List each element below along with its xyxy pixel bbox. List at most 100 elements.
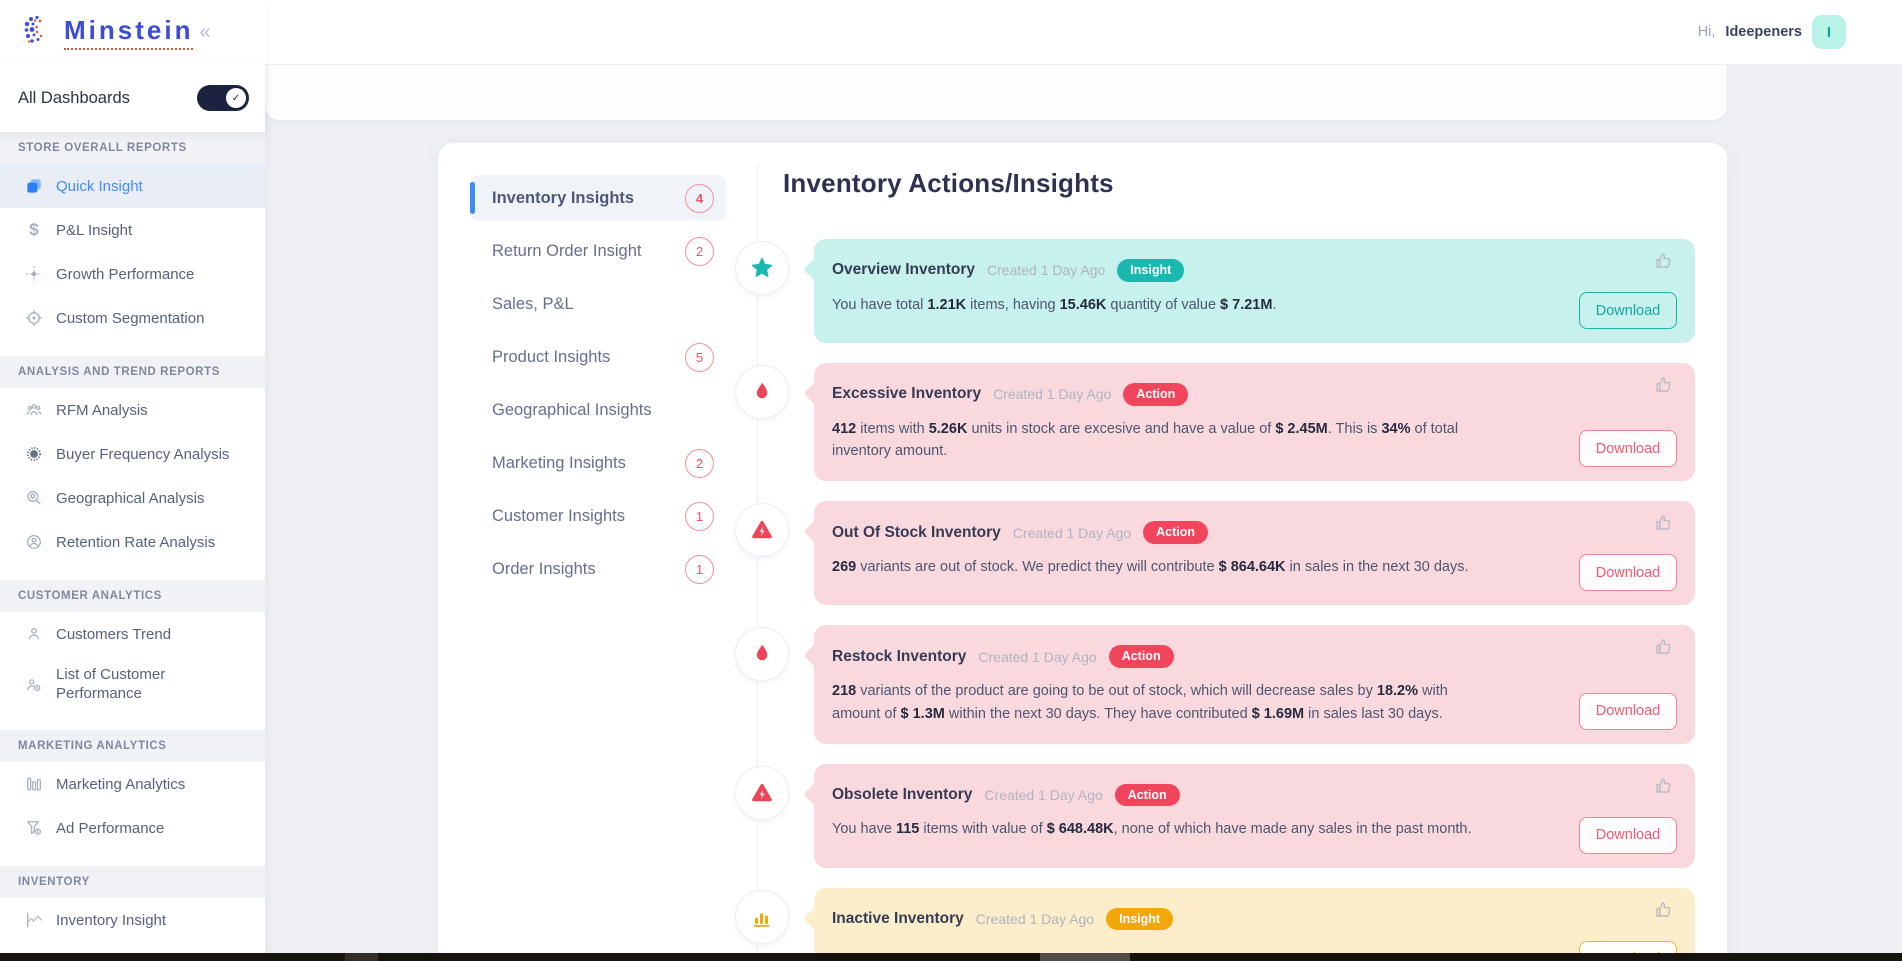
- thumbs-up-icon[interactable]: [1653, 375, 1673, 395]
- insights-nav-label: Return Order Insight: [492, 241, 642, 260]
- card-type-badge: Insight: [1106, 907, 1174, 931]
- card-created-label: Created 1 Day Ago: [987, 262, 1106, 279]
- sidebar-item-quick-insight[interactable]: Quick Insight: [0, 164, 265, 208]
- sidebar-item-custom-segmentation[interactable]: Custom Segmentation: [0, 296, 265, 340]
- sidebar-item-marketing-analytics[interactable]: Marketing Analytics: [0, 762, 265, 806]
- user-clock-icon: [24, 675, 44, 695]
- logo-row: Minstein «: [0, 0, 265, 64]
- card-type-badge: Action: [1114, 783, 1180, 807]
- map-search-icon: [24, 488, 44, 508]
- insights-nav-marketing-insights[interactable]: Marketing Insights 2: [470, 440, 726, 486]
- flame-icon: [735, 365, 789, 419]
- insights-nav-order-insights[interactable]: Order Insights 1: [470, 546, 726, 592]
- insights-nav-product-insights[interactable]: Product Insights 5: [470, 334, 726, 380]
- thumbs-up-icon[interactable]: [1653, 776, 1673, 796]
- insights-nav-inventory-insights[interactable]: Inventory Insights 4: [470, 175, 726, 221]
- bars-icon: [735, 889, 789, 944]
- card-type-badge: Action: [1108, 645, 1174, 668]
- toolbar-strip: [265, 64, 1727, 120]
- sidebar-item-p-l-insight[interactable]: $ P&L Insight: [0, 208, 265, 252]
- download-button[interactable]: Download: [1579, 554, 1677, 592]
- card-tail: [803, 257, 828, 282]
- insights-nav-label: Geographical Insights: [492, 400, 652, 419]
- card-type-badge: Action: [1143, 521, 1208, 544]
- svg-text:$: $: [37, 829, 40, 834]
- burst-icon: [24, 444, 44, 464]
- sidebar-item-label: Custom Segmentation: [56, 309, 205, 327]
- insights-nav-geographical-insights[interactable]: Geographical Insights: [470, 387, 726, 433]
- sidebar-section-gap: [0, 340, 265, 356]
- thumbs-up-icon[interactable]: [1653, 637, 1673, 657]
- brand-name: Minstein: [64, 15, 194, 50]
- sidebar-section-header: CUSTOMER ANALYTICS: [0, 580, 265, 612]
- sidebar-item-buyer-frequency-analysis[interactable]: Buyer Frequency Analysis: [0, 432, 265, 476]
- card-body-text: You have 115 items with value of $ 648.4…: [832, 821, 1472, 838]
- thumbs-up-icon[interactable]: [1653, 513, 1673, 533]
- thumbs-up-icon[interactable]: [1653, 900, 1673, 920]
- sidebar-item-rfm-analysis[interactable]: RFM Analysis: [0, 388, 265, 432]
- sidebar-item-label: Marketing Analytics: [56, 775, 186, 793]
- card-body-text: 269 variants are out of stock. We predic…: [832, 558, 1469, 575]
- count-badge: 5: [685, 342, 714, 372]
- sidebar-section-header: MARKETING ANALYTICS: [0, 730, 265, 762]
- card-tail: [803, 906, 828, 931]
- sidebar-item-label: Geographical Analysis: [56, 489, 205, 507]
- horizontal-scrollbar[interactable]: [0, 953, 1902, 961]
- sidebar-item-geographical-analysis[interactable]: Geographical Analysis: [0, 476, 265, 520]
- sidebar-item-label: Quick Insight: [56, 177, 143, 195]
- all-dashboards-toggle[interactable]: ✓: [197, 85, 249, 111]
- scrollbar-thumb[interactable]: [1040, 953, 1130, 961]
- people-icon: [24, 400, 44, 420]
- warning-icon: [735, 765, 789, 820]
- sidebar-item-growth-performance[interactable]: Growth Performance: [0, 252, 265, 296]
- insight-row: Obsolete Inventory Created 1 Day Ago Actio…: [735, 763, 1695, 868]
- download-button[interactable]: Download: [1579, 692, 1677, 730]
- sidebar-collapse-icon[interactable]: «: [199, 20, 211, 43]
- sidebar-item-ad-performance[interactable]: $ Ad Performance: [0, 806, 265, 850]
- download-button[interactable]: Download: [1579, 816, 1677, 854]
- avatar[interactable]: I: [1812, 15, 1846, 49]
- sidebar-item-customers-trend[interactable]: Customers Trend: [0, 612, 265, 656]
- insights-nav-label: Customer Insights: [492, 506, 625, 525]
- insight-row: Overview Inventory Created 1 Day Ago Insig…: [735, 239, 1695, 343]
- insights-nav-return-order-insight[interactable]: Return Order Insight 2: [470, 228, 726, 274]
- card-title-row: Inactive Inventory Created 1 Day Ago Insig…: [832, 907, 1545, 931]
- sidebar-section-header: STORE OVERALL REPORTS: [0, 132, 265, 164]
- card-created-label: Created 1 Day Ago: [1012, 524, 1132, 541]
- sidebar-item-label: Growth Performance: [56, 265, 195, 283]
- insight-card-obsolete-inventory: Obsolete Inventory Created 1 Day Ago Actio…: [803, 763, 1695, 868]
- card-title: Excessive Inventory: [832, 385, 982, 403]
- card-title: Restock Inventory: [832, 647, 967, 665]
- download-button[interactable]: Download: [1579, 430, 1677, 468]
- card-title: Inactive Inventory: [832, 909, 964, 927]
- card-tail: [803, 782, 828, 807]
- count-badge: 4: [685, 183, 714, 213]
- sidebar-item-label: RFM Analysis: [56, 401, 148, 419]
- star-icon: [735, 241, 789, 295]
- sidebar-item-label: List of Customer Performance: [56, 666, 166, 702]
- all-dashboards-label: All Dashboards: [18, 88, 130, 107]
- card-type-badge: Insight: [1117, 259, 1185, 282]
- download-button[interactable]: Download: [1579, 292, 1677, 329]
- insights-content: Inventory Actions/Insights Overview Inve…: [735, 168, 1695, 961]
- sidebar: Minstein « All Dashboards ✓ STORE OVERAL…: [0, 0, 265, 961]
- sidebar-item-label: Ad Performance: [56, 819, 165, 837]
- vertical-divider: [757, 165, 758, 961]
- sidebar-item-label: Customers Trend: [56, 625, 172, 643]
- card-title: Obsolete Inventory: [832, 785, 973, 803]
- card-title: Overview Inventory: [832, 261, 976, 279]
- sidebar-item-list-of-customer-performance[interactable]: List of Customer Performance: [0, 656, 265, 714]
- avatar-initial: I: [1826, 23, 1832, 41]
- insight-card-overview-inventory: Overview Inventory Created 1 Day Ago Insig…: [803, 239, 1695, 343]
- sidebar-item-inventory-insight[interactable]: Inventory Insight: [0, 898, 265, 942]
- greeting-label: Hi,: [1697, 24, 1716, 40]
- insights-nav-customer-insights[interactable]: Customer Insights 1: [470, 493, 726, 539]
- insights-nav-sales-p-l[interactable]: Sales, P&L: [470, 281, 726, 327]
- thumbs-up-icon[interactable]: [1653, 251, 1673, 271]
- insights-nav-label: Inventory Insights: [492, 188, 635, 207]
- card-title-row: Restock Inventory Created 1 Day Ago Action: [832, 645, 1545, 668]
- count-badge: 2: [685, 448, 714, 478]
- sidebar-item-retention-rate-analysis[interactable]: Retention Rate Analysis: [0, 520, 265, 564]
- insight-row: Out Of Stock Inventory Created 1 Day Ago A…: [735, 501, 1695, 606]
